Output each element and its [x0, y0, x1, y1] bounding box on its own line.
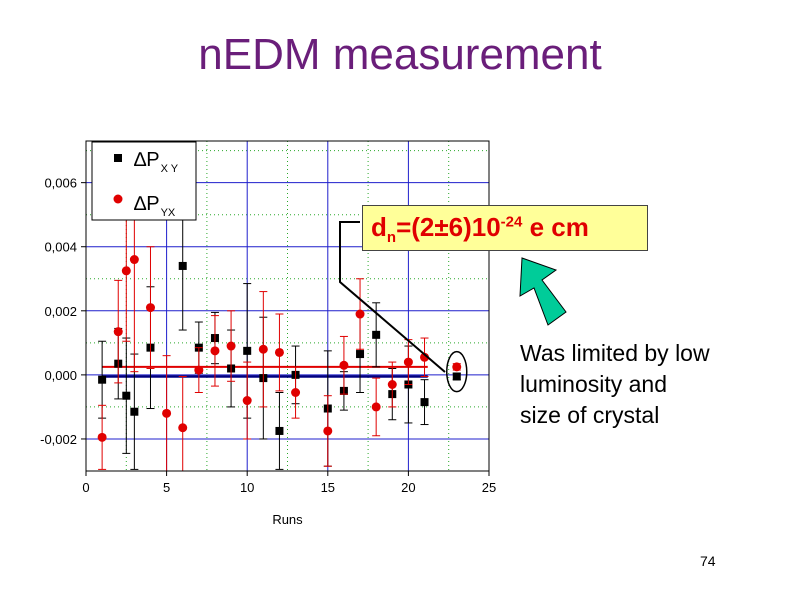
x-tick-label: 0 — [82, 480, 89, 495]
data-point-xy — [452, 372, 461, 381]
result-box: dn=(2±6)10-24 e cm — [362, 205, 648, 251]
note-text: Was limited by low luminosity and size o… — [520, 338, 780, 431]
data-point-xy — [98, 375, 107, 384]
data-points — [97, 146, 462, 472]
data-point-xy — [356, 350, 365, 359]
data-point-yx — [403, 357, 413, 367]
data-point-xy — [122, 391, 131, 400]
legend-label: ∆PYX — [134, 193, 176, 219]
data-point-yx — [258, 344, 268, 354]
y-tick-label: 0,006 — [44, 176, 77, 191]
data-point-xy — [130, 407, 139, 416]
result-symbol: d — [371, 212, 387, 242]
x-tick-label: 25 — [482, 480, 496, 495]
highlight-ellipse — [446, 350, 468, 393]
data-point-xy — [178, 261, 187, 270]
data-point-yx — [452, 362, 462, 372]
data-point-yx — [113, 327, 123, 337]
note-line-1: Was limited by low — [520, 340, 710, 366]
note-line-3: size of crystal — [520, 402, 660, 428]
x-axis-label: Runs — [272, 512, 303, 527]
annotations — [339, 221, 567, 393]
result-exponent: -24 — [500, 213, 523, 231]
y-tick-label: 0,004 — [44, 240, 77, 255]
connector-line — [339, 221, 446, 373]
y-tick-label: 0,002 — [44, 304, 77, 319]
legend-marker-yx — [113, 194, 123, 204]
x-tick-label: 5 — [163, 480, 170, 495]
data-point-yx — [162, 408, 172, 418]
x-tick-label: 20 — [401, 480, 415, 495]
result-subscript: n — [386, 229, 397, 247]
data-point-xy — [420, 398, 429, 407]
x-tick-label: 10 — [240, 480, 254, 495]
data-point-yx — [129, 255, 139, 265]
data-point-yx — [194, 365, 204, 375]
legend-marker-xy — [114, 154, 122, 162]
data-point-yx — [97, 432, 107, 442]
result-unit: e cm — [522, 212, 589, 242]
green-arrow-icon — [519, 257, 567, 326]
x-tick-label: 15 — [321, 480, 335, 495]
data-point-xy — [275, 426, 284, 435]
legend: ∆PX Y ∆PYX — [91, 141, 197, 221]
data-point-yx — [274, 347, 284, 357]
slide-title: nEDM measurement — [198, 30, 602, 79]
data-point-xy — [243, 346, 252, 355]
y-tick-label: 0,000 — [44, 368, 77, 383]
note-line-2: luminosity and — [520, 371, 668, 397]
result-value: =(2±6)10 — [396, 212, 501, 242]
data-point-yx — [121, 266, 131, 276]
page-number: 74 — [700, 553, 716, 569]
data-point-yx — [226, 341, 236, 351]
plot-frame — [85, 140, 490, 472]
legend-box — [91, 141, 197, 221]
data-point-yx — [339, 360, 349, 370]
data-point-yx — [323, 426, 333, 436]
data-point-yx — [371, 402, 381, 412]
data-point-xy — [372, 330, 381, 339]
data-point-yx — [242, 396, 252, 406]
data-point-yx — [420, 352, 430, 362]
data-point-yx — [387, 379, 397, 389]
y-tick-label: -0,002 — [40, 432, 77, 447]
data-point-yx — [145, 303, 155, 313]
data-point-yx — [355, 309, 365, 319]
legend-label: ∆PX Y — [134, 149, 179, 175]
axes: 0 5 10 15 20 25 -0,002 0,000 0,002 0,004 0,006 Runs — [40, 140, 496, 527]
data-point-yx — [178, 423, 188, 433]
data-point-yx — [291, 388, 301, 398]
data-point-yx — [210, 346, 220, 356]
